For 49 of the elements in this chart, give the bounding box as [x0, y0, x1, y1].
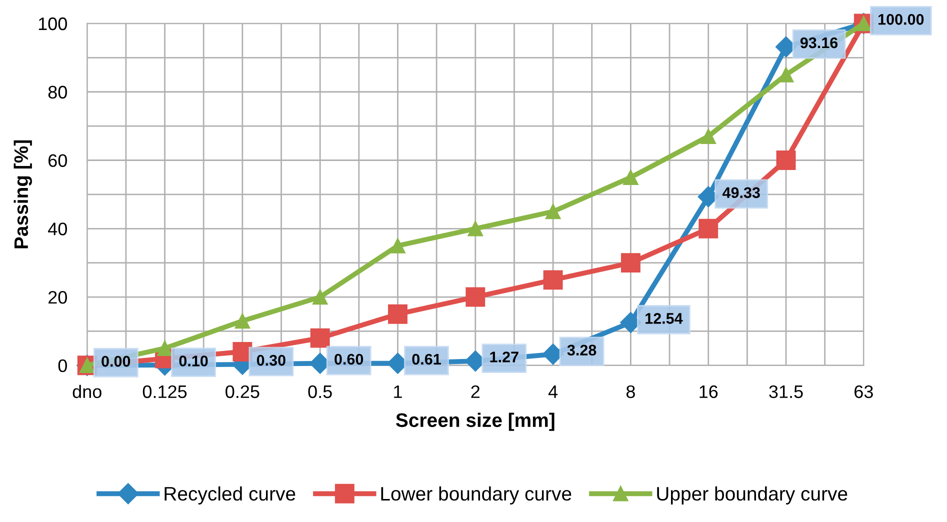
data-label: 0.60 — [334, 354, 364, 365]
y-tick-label: 80 — [48, 86, 67, 99]
data-label: 49.33 — [722, 187, 760, 198]
point — [234, 313, 250, 329]
y-tick-label: 20 — [48, 290, 67, 304]
point — [623, 170, 638, 185]
data-label: 0.00 — [102, 356, 130, 367]
point — [698, 218, 718, 238]
y-tick-label: 60 — [48, 154, 67, 167]
x-axis-title: Screen size [mm] — [396, 412, 554, 431]
data-label: 0.30 — [256, 354, 286, 366]
data-label: 0.61 — [412, 354, 441, 365]
data-label: 12.54 — [646, 313, 683, 324]
x-tick-label: 4 — [548, 386, 558, 398]
data-label: 100.00 — [878, 14, 924, 25]
data-label: 1.27 — [490, 352, 518, 362]
point — [310, 328, 330, 348]
point — [543, 270, 563, 290]
point — [620, 253, 640, 273]
point — [700, 128, 716, 144]
x-tick-label: 63 — [854, 385, 873, 398]
point — [157, 340, 172, 356]
point — [312, 289, 328, 305]
y-tick-label: 0 — [58, 359, 67, 372]
point — [468, 220, 484, 236]
y-axis-title: Passing [%] — [14, 140, 32, 248]
x-tick-label: 31.5 — [769, 385, 803, 398]
x-tick-label: 0.5 — [308, 385, 332, 398]
x-tick-label: 0.125 — [142, 385, 187, 398]
x-tick-label: 16 — [700, 385, 718, 398]
point — [545, 204, 561, 220]
x-tick-label: 1 — [394, 386, 402, 398]
point — [778, 67, 794, 82]
point — [388, 304, 408, 324]
x-tick-label: 2 — [471, 385, 480, 398]
data-label: 3.28 — [567, 344, 596, 356]
x-tick-label: 8 — [626, 385, 635, 398]
x-tick-label: dno — [72, 384, 102, 398]
data-label: 0.10 — [179, 356, 208, 366]
point — [390, 238, 406, 254]
point — [466, 287, 486, 307]
y-tick-label: 100 — [38, 17, 67, 30]
x-tick-label: 0.25 — [226, 385, 260, 398]
legend-label: Recycled curve — [164, 486, 296, 504]
legend-label: Lower boundary curve — [381, 486, 572, 504]
point — [776, 150, 796, 170]
data-label: 93.16 — [800, 37, 838, 48]
y-tick-label: 40 — [48, 222, 67, 236]
legend-label: Upper boundary curve — [657, 486, 848, 504]
